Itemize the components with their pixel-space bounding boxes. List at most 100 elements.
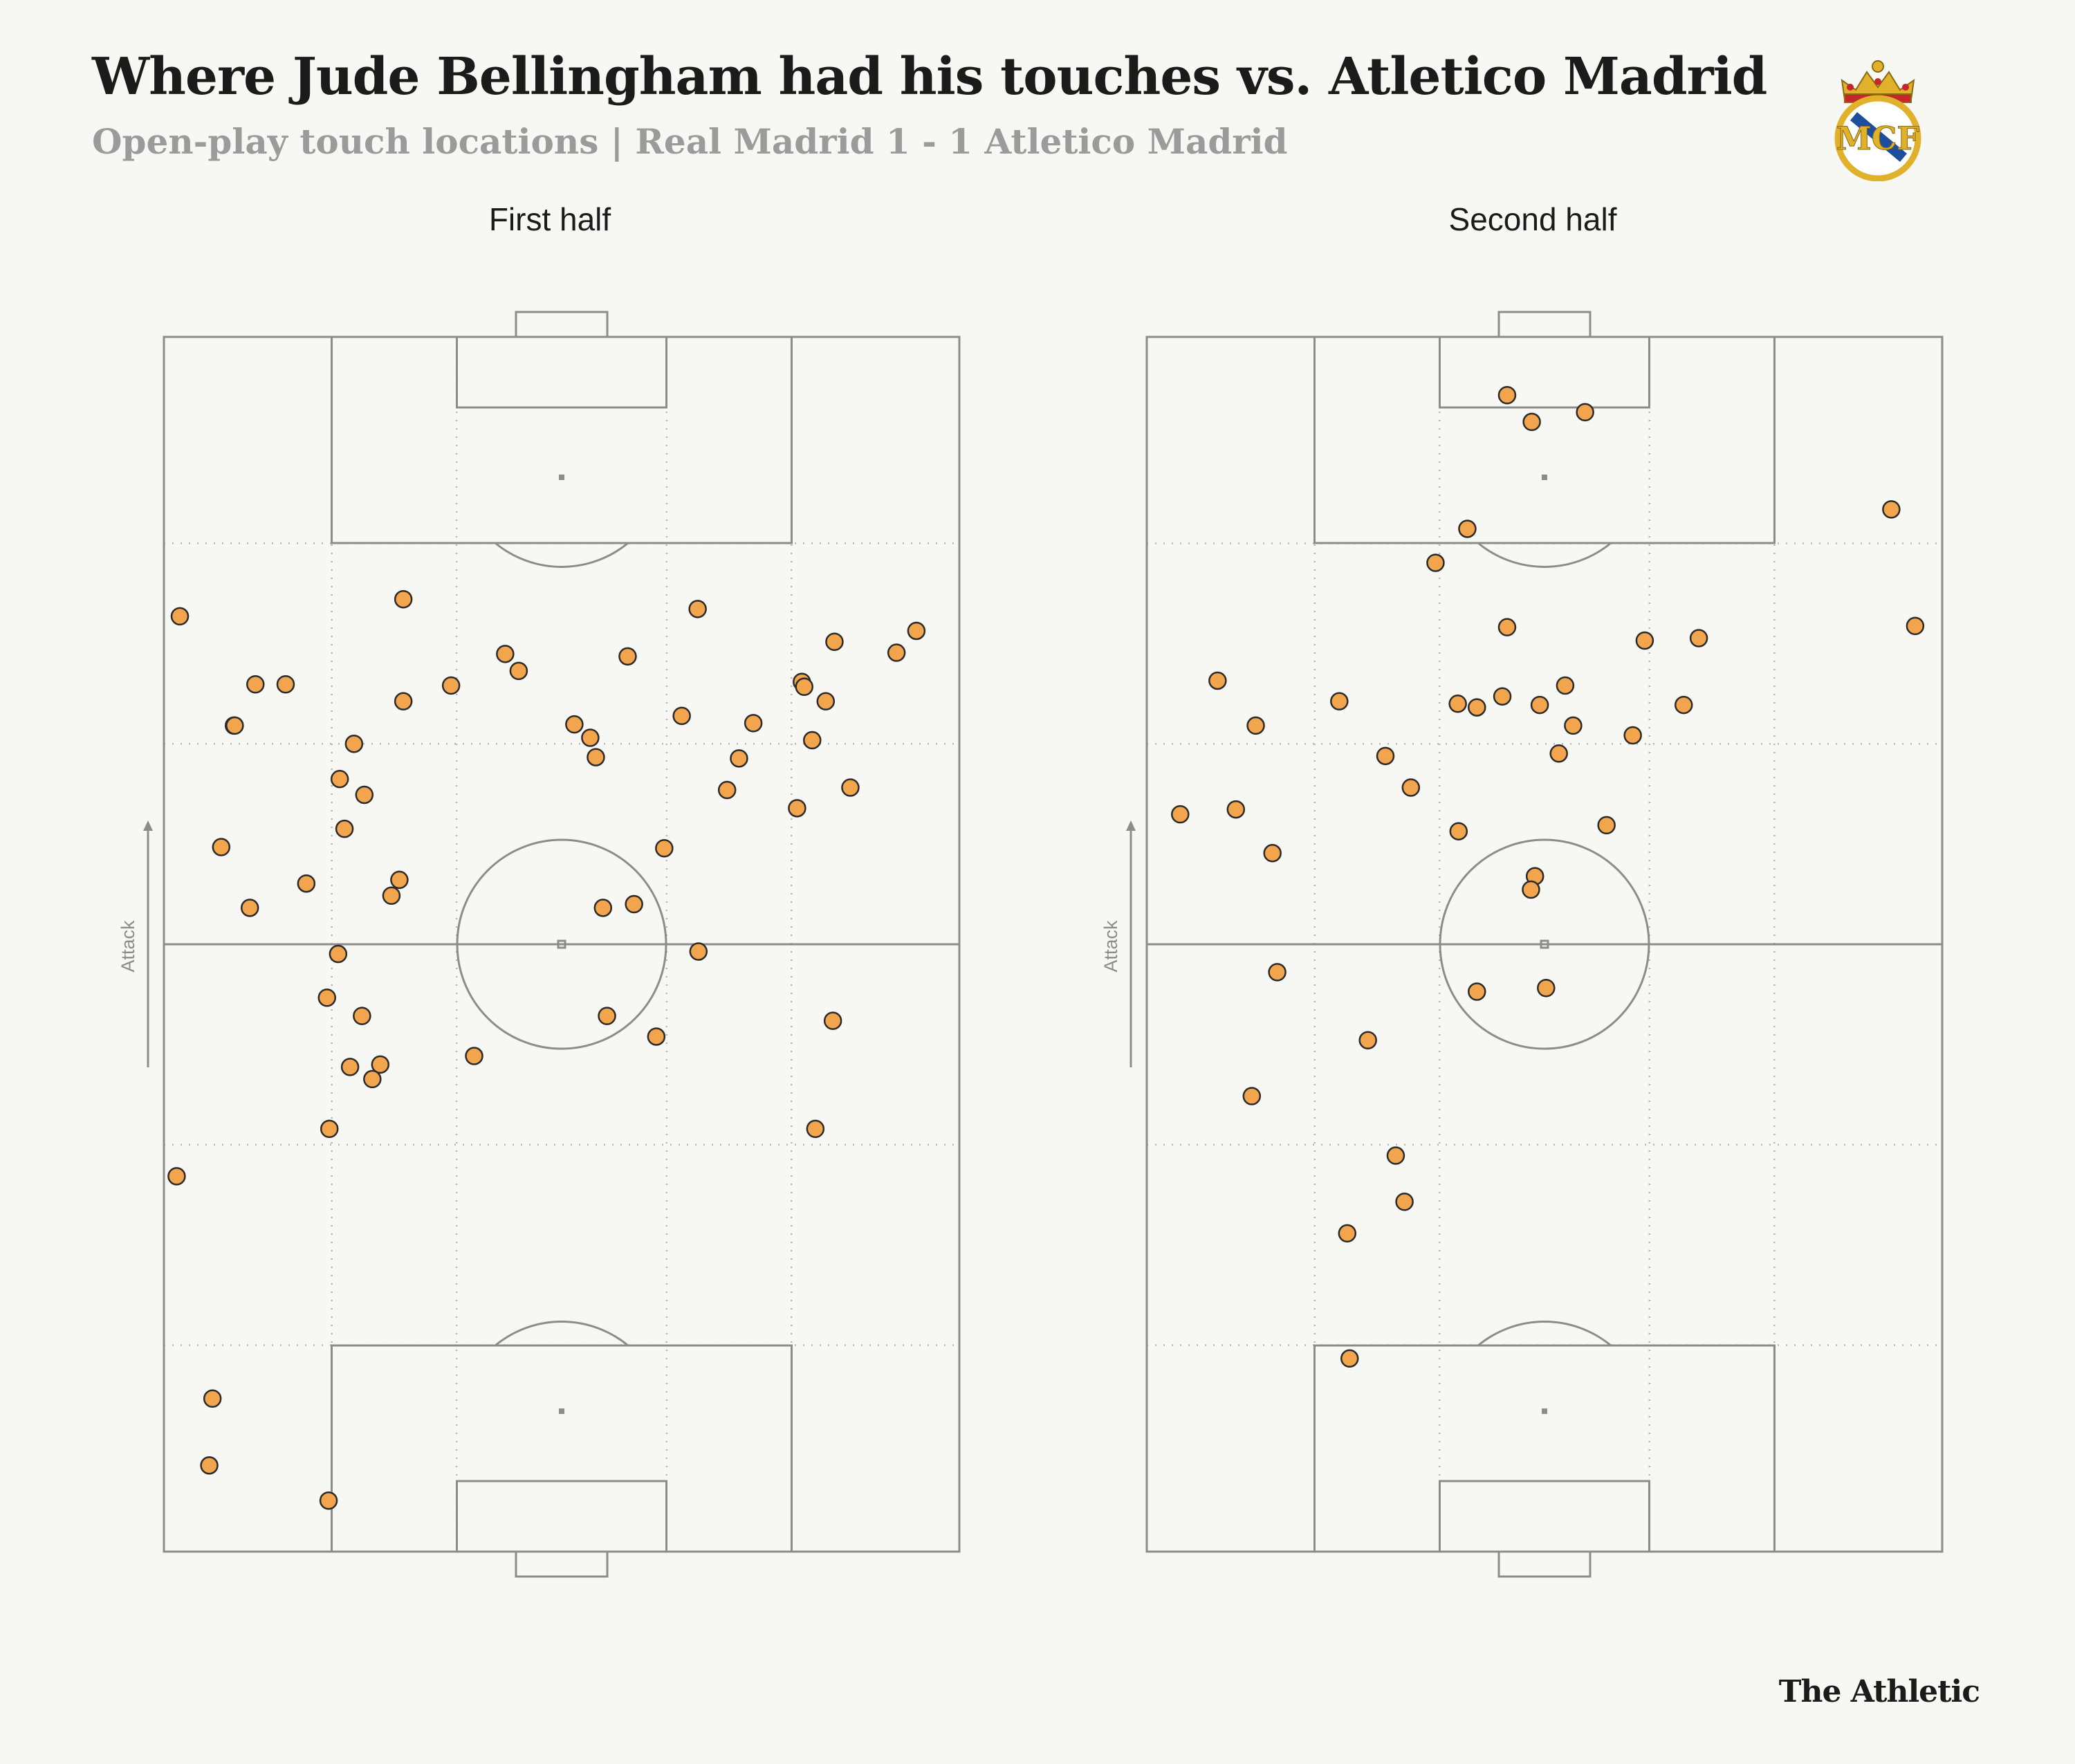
touch-point (730, 749, 748, 768)
second-half-pitch: Attack (1100, 311, 1944, 1578)
goal-area-top (1439, 336, 1650, 409)
attack-arrow-icon (1126, 820, 1136, 831)
touch-point (320, 1119, 339, 1139)
crest-letters: MCF (1836, 120, 1920, 157)
touch-point (806, 1119, 825, 1139)
touch-point (647, 1027, 666, 1046)
page-title: Where Jude Bellingham had his touches vs… (92, 47, 1767, 107)
touch-point (744, 714, 763, 733)
touch-point (1576, 403, 1594, 422)
touch-point (1689, 629, 1708, 647)
touch-point (887, 643, 906, 662)
real-madrid-crest-icon: MCF (1834, 60, 1921, 181)
touch-point (276, 674, 295, 694)
touch-point (1458, 520, 1477, 538)
second-half-label: Second half (1448, 201, 1617, 237)
touch-point (1330, 692, 1349, 711)
touch-point (319, 1491, 338, 1510)
touch-point (225, 716, 244, 735)
penalty-arc-bottom (1477, 1321, 1612, 1347)
touch-point (795, 677, 813, 696)
touch-point (329, 944, 348, 964)
touch-point (1386, 1146, 1405, 1165)
touch-point (203, 1389, 222, 1408)
touch-point (1449, 822, 1468, 840)
attack-direction-label: Attack (1100, 920, 1121, 973)
touch-point (390, 870, 409, 890)
touch-point (441, 676, 461, 695)
touch-point (672, 706, 691, 726)
touch-point (297, 874, 316, 893)
center-circle (456, 838, 667, 1050)
touch-point (1468, 982, 1486, 1001)
touch-point (581, 728, 600, 747)
penalty-box-top (1313, 336, 1776, 544)
touch-point (1226, 800, 1246, 819)
first-half-label: First half (488, 201, 611, 237)
attack-direction-label: Attack (118, 920, 138, 973)
touch-point (1208, 671, 1227, 690)
touch-point (803, 731, 822, 750)
touch-point (1263, 844, 1282, 863)
touch-point (655, 839, 674, 858)
touch-point (1426, 553, 1445, 572)
touch-point (907, 621, 926, 641)
touch-point (717, 780, 737, 800)
center-circle (1439, 838, 1650, 1050)
goal-top (1497, 311, 1592, 338)
touch-point (371, 1055, 390, 1074)
the-athletic-logo: The Athletic (1778, 1674, 1980, 1709)
goal-bottom (1497, 1550, 1592, 1578)
touch-point (1597, 816, 1616, 835)
touch-point (598, 1007, 616, 1025)
touch-point (1395, 1193, 1414, 1211)
touch-point (841, 778, 860, 797)
touch-point (363, 1069, 382, 1089)
penalty-arc-bottom (495, 1321, 629, 1347)
touch-point (1906, 616, 1925, 636)
penalty-spot-top (559, 475, 564, 480)
touch-point (816, 692, 836, 711)
touch-point (353, 1007, 371, 1025)
touch-point (344, 735, 364, 753)
touch-point (688, 600, 707, 618)
touch-point (167, 1167, 186, 1186)
touch-point (382, 886, 401, 906)
touch-point (496, 645, 515, 663)
touch-point (1268, 963, 1286, 982)
penalty-box-top (331, 336, 793, 544)
touch-point (1530, 695, 1549, 715)
penalty-box-bottom (1313, 1344, 1776, 1553)
touch-point (509, 661, 528, 681)
touch-point (246, 674, 265, 694)
penalty-box-bottom (331, 1344, 793, 1553)
penalty-spot-bottom (559, 1408, 564, 1414)
center-spot (1540, 939, 1549, 949)
touch-point (1468, 698, 1486, 717)
touch-point (340, 1058, 360, 1076)
touch-point (1549, 744, 1568, 763)
goal-area-bottom (456, 1480, 667, 1553)
touch-point (1338, 1224, 1357, 1243)
touch-point (1401, 778, 1421, 797)
touch-point (200, 1456, 219, 1475)
touch-point (240, 899, 259, 917)
goal-top (515, 311, 609, 338)
touch-point (394, 692, 413, 711)
touch-point (689, 942, 708, 961)
touch-point (1522, 880, 1540, 899)
touch-point (1171, 805, 1190, 824)
touch-point (625, 894, 643, 914)
page-subtitle: Open-play touch locations | Real Madrid … (92, 121, 1288, 162)
touch-point (1242, 1087, 1262, 1105)
penalty-arc-top (495, 542, 629, 568)
touch-point (1623, 726, 1642, 745)
touch-point (465, 1047, 483, 1065)
touch-point (1675, 695, 1693, 715)
touch-point (394, 590, 413, 609)
first-half-pitch: Attack (118, 311, 961, 1578)
touch-point (825, 632, 844, 652)
touch-point (1358, 1031, 1377, 1049)
touch-point (593, 899, 613, 917)
touch-point (1522, 412, 1541, 432)
